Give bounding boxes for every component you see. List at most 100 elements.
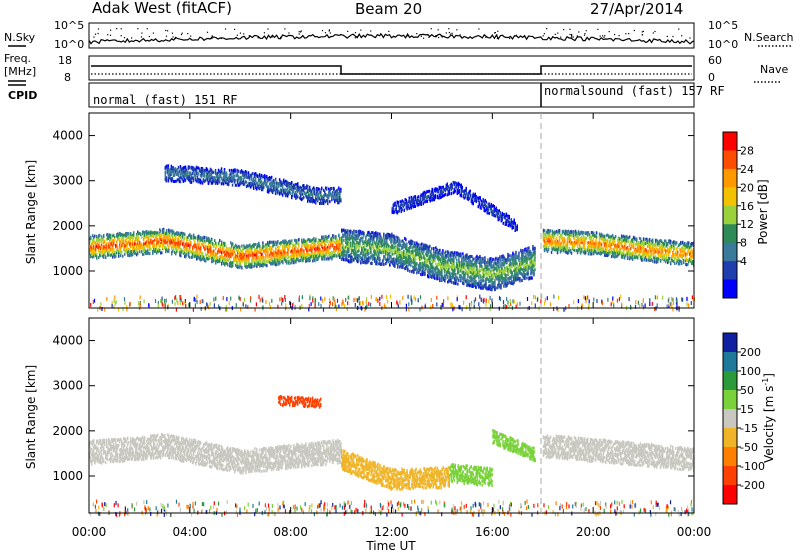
data-cell: [381, 249, 383, 253]
data-cell: [245, 262, 247, 266]
data-cell: [101, 250, 103, 254]
data-cell: [475, 279, 477, 283]
data-cell: [376, 253, 378, 257]
data-cell: [471, 280, 473, 284]
data-cell: [487, 265, 489, 269]
data-cell: [179, 245, 181, 249]
nsearch-dot: [267, 28, 269, 30]
data-cell: [439, 251, 441, 255]
data-cell: [496, 269, 498, 273]
data-cell: [412, 255, 414, 259]
data-cell: [443, 267, 445, 271]
data-cell: [443, 278, 445, 282]
data-cell: [347, 242, 349, 246]
data-cell: [216, 259, 218, 263]
data-cell: [199, 253, 201, 257]
data-cell: [325, 243, 327, 247]
data-cell: [380, 239, 382, 242]
data-cell: [329, 255, 331, 259]
data-cell: [478, 257, 480, 261]
data-cell: [401, 263, 403, 266]
data-cell: [219, 239, 221, 243]
data-cell: [423, 266, 425, 270]
data-cell: [404, 236, 406, 240]
data-cell: [402, 253, 404, 256]
data-cell: [408, 256, 410, 260]
data-cell: [440, 273, 442, 276]
data-cell: [227, 247, 229, 250]
data-cell: [90, 246, 92, 250]
data-cell: [497, 277, 499, 281]
data-cell: [430, 255, 432, 259]
data-cell: [246, 257, 248, 261]
data-cell: [480, 275, 482, 279]
data-cell: [411, 252, 413, 256]
nsearch-dot: [420, 35, 422, 37]
data-cell: [408, 262, 410, 266]
data-cell: [478, 275, 480, 279]
data-cell: [422, 262, 424, 266]
data-cell: [442, 251, 444, 255]
data-cell: [191, 256, 193, 259]
nsearch-dot: [576, 35, 578, 37]
data-cell: [141, 245, 143, 249]
data-cell: [245, 246, 247, 250]
data-cell: [235, 263, 237, 267]
data-cell: [137, 230, 139, 234]
data-cell: [434, 259, 436, 263]
data-cell: [236, 259, 238, 263]
data-cell: [207, 247, 209, 251]
data-cell: [281, 241, 283, 244]
data-cell: [122, 244, 124, 248]
data-cell: [415, 247, 417, 251]
data-cell: [183, 232, 185, 236]
data-cell: [184, 248, 186, 252]
nsearch-dot: [572, 36, 574, 38]
data-cell: [310, 246, 312, 250]
data-cell: [507, 252, 509, 256]
data-cell: [441, 259, 443, 263]
data-cell: [149, 234, 151, 238]
data-cell: [156, 251, 158, 255]
data-cell: [493, 283, 495, 286]
data-cell: [221, 253, 223, 257]
data-cell: [416, 271, 418, 275]
data-cell: [488, 285, 490, 289]
data-cell: [448, 279, 450, 283]
data-cell: [276, 251, 278, 255]
data-cell: [306, 245, 308, 249]
data-cell: [459, 260, 461, 264]
data-cell: [298, 259, 300, 263]
data-cell: [153, 245, 155, 249]
data-cell: [209, 250, 211, 254]
data-cell: [457, 263, 459, 267]
data-cell: [443, 255, 445, 259]
data-cell: [448, 265, 450, 268]
data-cell: [99, 238, 101, 242]
data-cell: [440, 258, 442, 262]
data-cell: [452, 268, 454, 272]
data-cell: [148, 231, 150, 235]
data-cell: [271, 251, 273, 255]
nsearch-dot: [388, 30, 390, 32]
data-cell: [197, 238, 199, 242]
data-cell: [499, 268, 501, 272]
data-cell: [277, 251, 279, 255]
data-cell: [387, 255, 389, 259]
data-cell: [295, 250, 297, 254]
data-cell: [338, 243, 340, 247]
data-cell: [105, 250, 107, 254]
data-cell: [460, 269, 462, 273]
data-cell: [438, 256, 440, 260]
data-cell: [487, 278, 489, 282]
data-cell: [403, 263, 405, 267]
data-cell: [152, 251, 154, 255]
data-cell: [357, 240, 359, 244]
data-cell: [362, 254, 364, 258]
data-cell: [292, 249, 294, 253]
data-cell: [381, 242, 383, 246]
data-cell: [406, 245, 408, 249]
data-cell: [114, 238, 116, 242]
data-cell: [432, 259, 434, 263]
data-cell: [297, 241, 299, 245]
